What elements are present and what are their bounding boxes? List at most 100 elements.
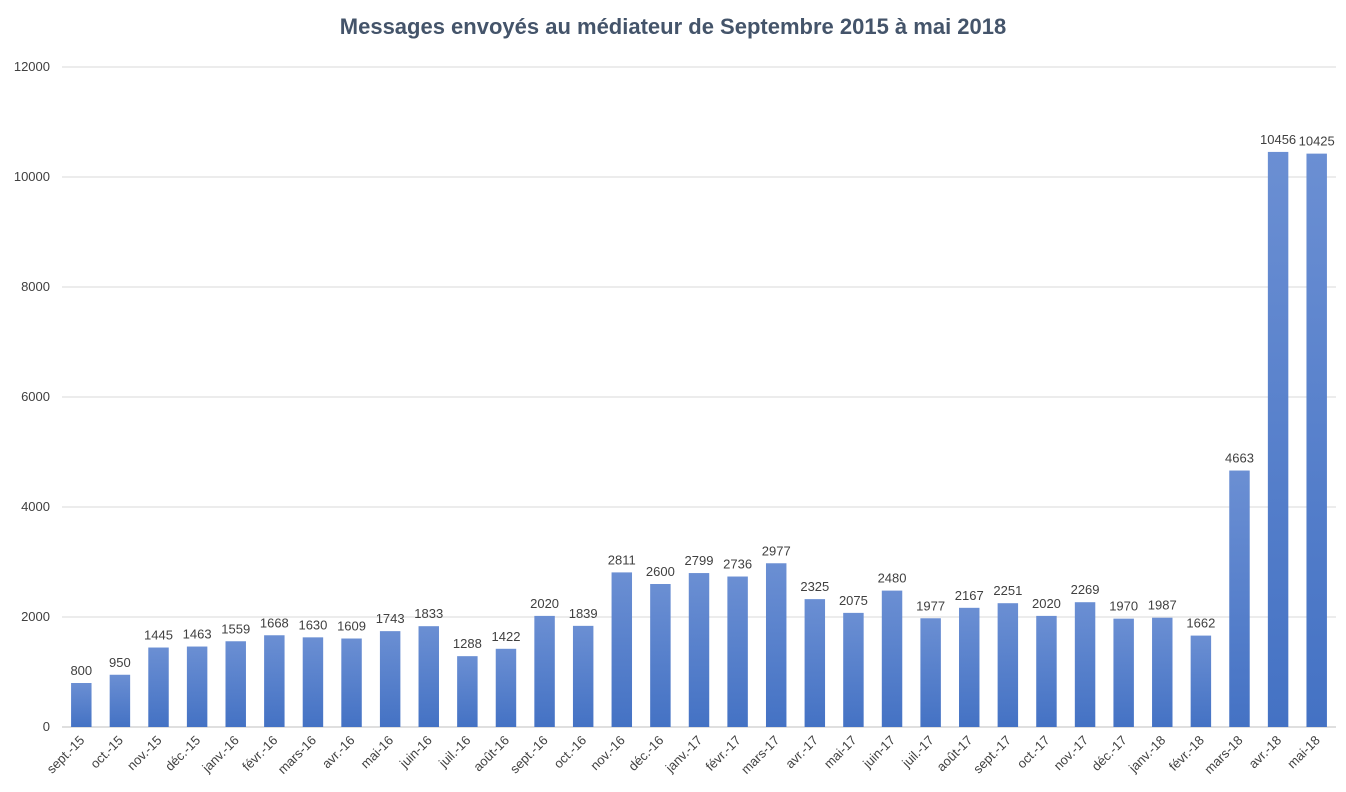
chart-title: Messages envoyés au médiateur de Septemb… xyxy=(339,14,1007,39)
bar xyxy=(765,563,787,727)
data-label: 2325 xyxy=(800,579,829,594)
x-tick-label: mars-18 xyxy=(1201,733,1245,777)
y-tick-label: 12000 xyxy=(14,59,50,74)
bar xyxy=(418,626,439,727)
bar xyxy=(1267,151,1289,728)
bar xyxy=(534,615,555,727)
x-tick-label: mars-16 xyxy=(275,733,319,777)
data-label: 1839 xyxy=(569,606,598,621)
data-label: 1970 xyxy=(1109,599,1138,614)
x-tick-label: janv.-18 xyxy=(1125,733,1168,776)
x-tick-label: sept.-17 xyxy=(970,733,1014,777)
x-tick-label: oct.-15 xyxy=(87,733,126,772)
data-label: 1662 xyxy=(1186,616,1215,631)
x-tick-label: févr.-16 xyxy=(239,733,280,774)
x-tick-label: janv.-17 xyxy=(662,733,705,776)
x-tick-label: avr.-17 xyxy=(782,733,821,772)
data-label: 2020 xyxy=(1032,596,1061,611)
data-label: 1833 xyxy=(414,606,443,621)
bar xyxy=(650,584,671,727)
x-tick-label: mai-18 xyxy=(1284,733,1323,772)
x-tick-label: sept.-16 xyxy=(507,733,551,777)
bar xyxy=(1229,470,1250,727)
data-label: 2075 xyxy=(839,593,868,608)
bar xyxy=(804,599,826,727)
bar xyxy=(920,618,941,727)
data-label: 2251 xyxy=(993,583,1022,598)
x-tick-label: nov.-16 xyxy=(587,733,628,774)
bar xyxy=(225,641,246,727)
x-tick-label: juil.-17 xyxy=(898,733,936,771)
y-tick-label: 0 xyxy=(43,719,50,734)
y-tick-label: 6000 xyxy=(21,389,50,404)
x-tick-label: mars-17 xyxy=(738,733,782,777)
bar xyxy=(148,647,169,727)
y-tick-label: 8000 xyxy=(21,279,50,294)
bar xyxy=(302,637,324,727)
bar xyxy=(611,572,633,727)
x-tick-label: juil.-16 xyxy=(435,733,473,771)
y-tick-label: 2000 xyxy=(21,609,50,624)
y-tick-label: 10000 xyxy=(14,169,50,184)
x-tick-label: juin-17 xyxy=(859,733,898,772)
x-tick-label: janv.-16 xyxy=(199,733,242,776)
data-label: 10456 xyxy=(1260,132,1296,147)
data-label: 2736 xyxy=(723,557,752,572)
data-label: 10425 xyxy=(1299,134,1335,149)
y-tick-label: 4000 xyxy=(21,499,50,514)
data-label: 4663 xyxy=(1225,451,1254,466)
bar xyxy=(843,612,864,727)
x-tick-label: août-17 xyxy=(934,733,976,775)
x-tick-label: déc.-16 xyxy=(625,733,666,774)
data-label: 1668 xyxy=(260,615,289,630)
x-tick-label: nov.-15 xyxy=(124,733,165,774)
bar xyxy=(109,674,131,727)
bar xyxy=(1074,602,1096,727)
data-label: 950 xyxy=(109,655,131,670)
data-label: 1288 xyxy=(453,636,482,651)
data-label: 1630 xyxy=(298,617,327,632)
bar xyxy=(71,683,92,727)
bar xyxy=(572,625,594,727)
x-tick-label: oct.-17 xyxy=(1014,733,1053,772)
bar xyxy=(1036,615,1057,727)
data-label: 2269 xyxy=(1071,582,1100,597)
data-label: 2799 xyxy=(685,553,714,568)
data-label: 1559 xyxy=(221,621,250,636)
x-tick-label: déc.-15 xyxy=(162,733,203,774)
data-label: 2480 xyxy=(878,571,907,586)
bar xyxy=(959,607,980,727)
x-tick-label: déc.-17 xyxy=(1089,733,1130,774)
data-label: 1422 xyxy=(492,629,521,644)
x-tick-label: févr.-17 xyxy=(702,733,743,774)
x-tick-label: mai-17 xyxy=(821,733,860,772)
x-tick-label: sept.-15 xyxy=(44,733,88,777)
bar xyxy=(457,656,478,727)
data-label: 1977 xyxy=(916,598,945,613)
bar xyxy=(1306,153,1327,727)
data-label: 1463 xyxy=(183,627,212,642)
data-label: 2600 xyxy=(646,564,675,579)
bar xyxy=(881,590,903,727)
data-label: 1609 xyxy=(337,619,366,634)
x-tick-label: nov.-17 xyxy=(1051,733,1092,774)
bar xyxy=(997,603,1019,727)
data-label: 2167 xyxy=(955,588,984,603)
bar xyxy=(727,576,748,727)
bar xyxy=(264,635,285,727)
x-tick-label: mai-16 xyxy=(358,733,397,772)
bar xyxy=(341,638,362,727)
data-label: 2977 xyxy=(762,543,791,558)
x-tick-label: févr.-18 xyxy=(1166,733,1207,774)
x-tick-label: août-16 xyxy=(470,733,512,775)
bar xyxy=(688,573,710,727)
data-label: 2811 xyxy=(608,552,636,567)
x-tick-label: avr.-18 xyxy=(1245,733,1284,772)
data-label: 2020 xyxy=(530,596,559,611)
bar xyxy=(186,646,208,727)
bar xyxy=(379,631,401,727)
x-tick-label: juin-16 xyxy=(396,733,435,772)
x-tick-label: avr.-16 xyxy=(319,733,358,772)
